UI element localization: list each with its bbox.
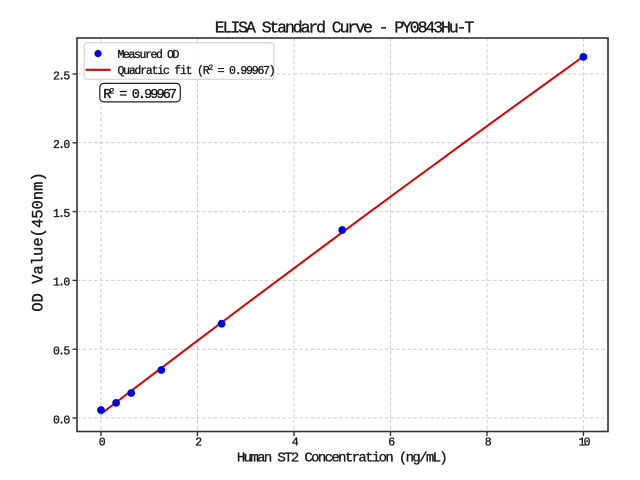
svg-text:6: 6 [388,437,395,450]
svg-text:Quadratic fit (R2 = 0.99967): Quadratic fit (R2 = 0.99967) [118,64,275,78]
svg-text:2.0: 2.0 [53,139,70,152]
svg-text:1.0: 1.0 [53,277,70,290]
svg-text:Human ST2 Concentration (ng/mL: Human ST2 Concentration (ng/mL) [237,451,447,467]
svg-text:OD Value(450nm): OD Value(450nm) [30,172,48,312]
svg-text:10: 10 [578,437,590,450]
svg-text:4: 4 [292,437,299,450]
svg-text:1.5: 1.5 [53,208,70,221]
svg-text:Measured OD: Measured OD [118,49,180,62]
svg-text:0.0: 0.0 [53,414,70,427]
svg-text:2.5: 2.5 [53,70,70,83]
svg-text:8: 8 [485,437,492,450]
svg-text:0: 0 [99,437,106,450]
svg-text:2: 2 [195,437,202,450]
svg-text:0.5: 0.5 [53,346,70,359]
svg-text:ELISA Standard Curve - PY0843H: ELISA Standard Curve - PY0843Hu-T [215,19,475,38]
svg-text:R2 = 0.99967: R2 = 0.99967 [103,86,177,103]
